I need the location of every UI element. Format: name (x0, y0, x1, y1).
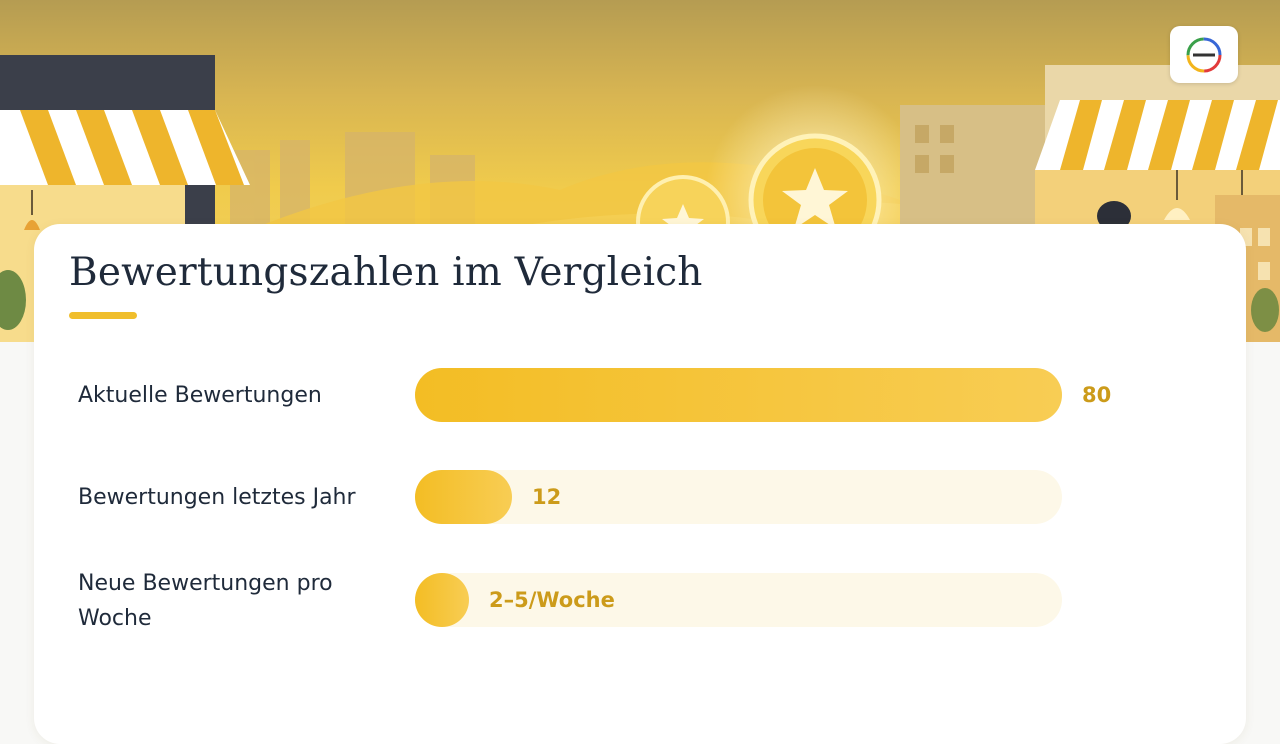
bar (415, 470, 512, 524)
bar-track (415, 573, 1062, 627)
category-label: Bewertungen letztes Jahr (78, 485, 356, 510)
bar-track (415, 368, 1062, 422)
category-label: Aktuelle Bewertungen (78, 383, 322, 408)
logo-badge (1170, 26, 1238, 83)
chart-title: Bewertungszahlen im Vergleich (69, 250, 703, 295)
value-label: 12 (532, 485, 562, 509)
bar (415, 368, 1062, 422)
circular-logo-icon (1186, 37, 1222, 72)
title-underline (69, 312, 137, 319)
bar-track (415, 470, 1062, 524)
value-label: 80 (1082, 383, 1112, 407)
bar (415, 573, 469, 627)
comparison-card: Bewertungszahlen im Vergleich Aktuelle B… (34, 224, 1246, 744)
value-label: 2–5/Woche (489, 588, 615, 612)
category-label: Neue Bewertungen pro Woche (78, 571, 333, 631)
